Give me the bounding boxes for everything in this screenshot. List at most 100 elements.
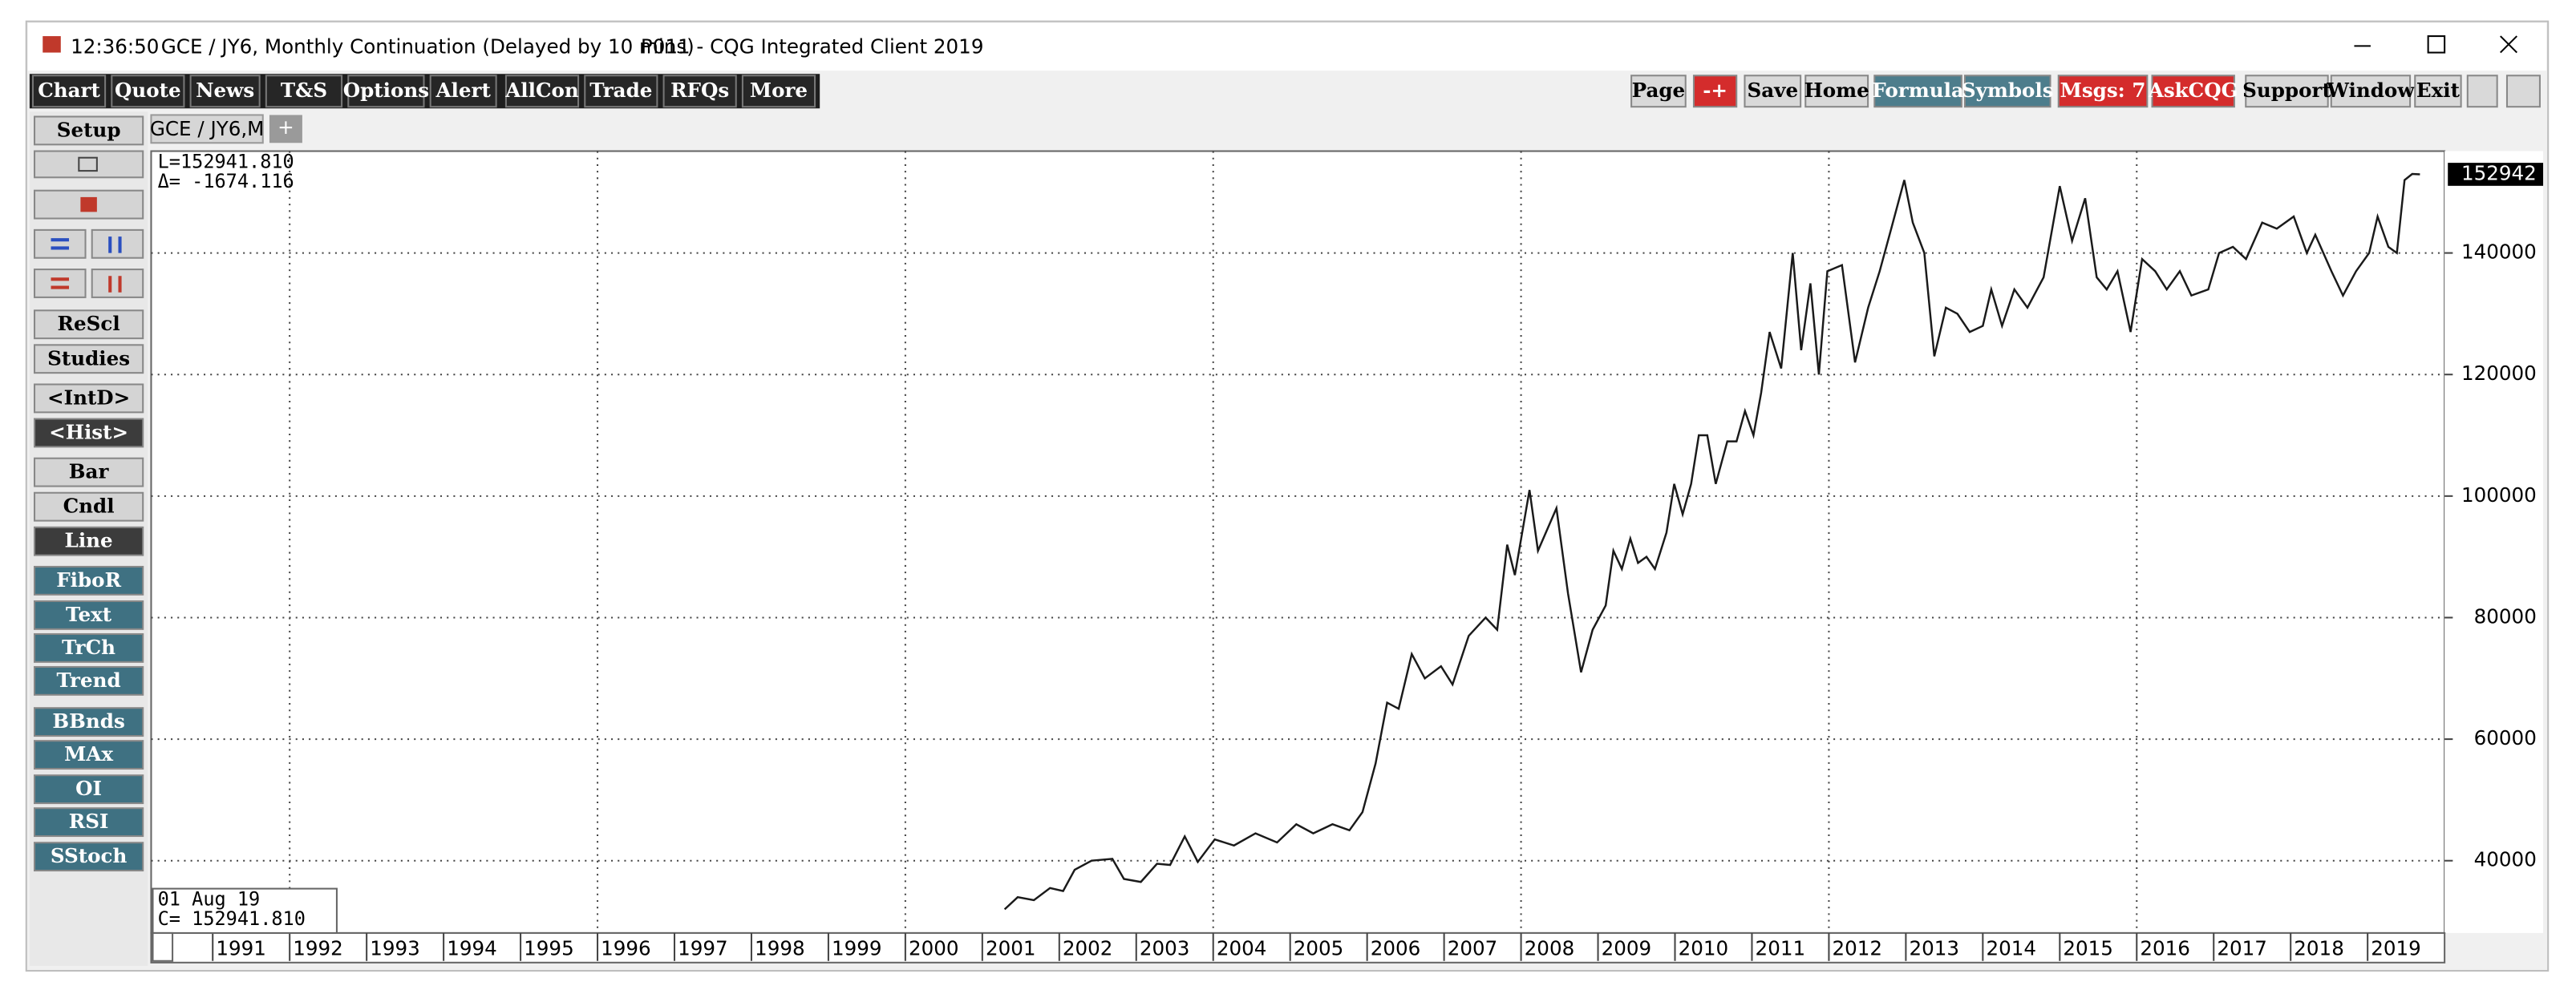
x-tick-label: 1998 bbox=[755, 936, 805, 960]
new-tab[interactable] bbox=[269, 115, 302, 143]
sidebar-button[interactable] bbox=[33, 344, 144, 374]
new-tab-label: + bbox=[277, 115, 294, 139]
toolbar-button-label: -+ bbox=[1703, 79, 1727, 102]
window-title: GCE / JY6, Monthly Continuation (Delayed… bbox=[161, 34, 695, 58]
toolbar-button[interactable] bbox=[662, 75, 737, 108]
toolbar-button[interactable] bbox=[504, 75, 580, 108]
readout-delta: Δ= -1674.116 bbox=[158, 170, 294, 192]
x-tick-label: 1994 bbox=[447, 936, 497, 960]
toolbar-button[interactable] bbox=[584, 75, 658, 108]
zoom-button[interactable] bbox=[91, 269, 144, 298]
sidebar-button[interactable] bbox=[33, 740, 144, 770]
sidebar-button-label: Text bbox=[66, 603, 112, 626]
print-button[interactable] bbox=[33, 150, 144, 179]
last-price-box bbox=[2448, 163, 2544, 186]
toolbar-button[interactable] bbox=[429, 75, 497, 108]
x-tick-label: 2013 bbox=[1909, 936, 1959, 960]
sidebar-button-label: TrCh bbox=[62, 636, 115, 659]
scroll-button[interactable] bbox=[33, 228, 87, 259]
sidebar-button[interactable] bbox=[33, 600, 144, 630]
toolbar-button-label: Page bbox=[1632, 79, 1686, 102]
sidebar-button[interactable] bbox=[33, 309, 144, 340]
chart-tab[interactable] bbox=[150, 114, 264, 144]
sidebar-button[interactable] bbox=[33, 807, 144, 838]
toolbar-button-label: More bbox=[750, 79, 808, 102]
y-tick-label: 120000 bbox=[2461, 362, 2537, 385]
help-button[interactable] bbox=[2505, 75, 2541, 108]
sidebar-button-label: RSI bbox=[69, 810, 109, 833]
scroll-button[interactable] bbox=[91, 228, 144, 259]
price-line bbox=[1003, 172, 2420, 911]
toolbar-button[interactable] bbox=[2414, 75, 2462, 108]
x-tick-label: 1992 bbox=[293, 936, 343, 960]
sidebar-button-label: BBnds bbox=[52, 709, 124, 733]
toolbar-button[interactable] bbox=[347, 75, 425, 108]
toolbar-button-label: Support bbox=[2242, 79, 2331, 102]
toolbar-button[interactable] bbox=[2057, 75, 2149, 108]
clock: 12:36:50 bbox=[71, 34, 159, 58]
toolbar-button[interactable] bbox=[265, 75, 343, 108]
zoom-button[interactable] bbox=[33, 269, 87, 298]
sidebar-button[interactable] bbox=[33, 842, 144, 872]
sidebar-button[interactable] bbox=[33, 457, 144, 487]
toolbar-button-label: RFQs bbox=[670, 79, 729, 102]
toolbar-button-label: Exit bbox=[2416, 79, 2461, 102]
toolbar-button[interactable] bbox=[2330, 75, 2412, 108]
toolbar-button-label: Quote bbox=[115, 79, 181, 102]
sidebar-button-label: Studies bbox=[47, 346, 130, 370]
link-icon bbox=[80, 196, 97, 212]
x-tick-label: 2006 bbox=[1371, 936, 1421, 960]
x-tick-label: 1996 bbox=[601, 936, 651, 960]
sidebar-button[interactable] bbox=[33, 115, 144, 146]
toolbar-button[interactable] bbox=[2245, 75, 2329, 108]
toolbar-button[interactable] bbox=[2151, 75, 2235, 108]
restore-button[interactable] bbox=[2466, 75, 2498, 108]
sidebar-button[interactable] bbox=[33, 707, 144, 737]
toolbar-button[interactable] bbox=[741, 75, 816, 108]
arrow-icons bbox=[51, 276, 122, 293]
x-tick-label: 2007 bbox=[1448, 936, 1498, 960]
toolbar-button-label: Window bbox=[2326, 79, 2415, 102]
toolbar-button-label: AskCQG bbox=[2148, 79, 2238, 102]
y-tick-label: 40000 bbox=[2474, 848, 2537, 871]
x-tick-label: 2003 bbox=[1140, 936, 1190, 960]
sidebar-button[interactable] bbox=[33, 383, 144, 414]
title-bar bbox=[27, 22, 2547, 71]
x-tick-label: 1995 bbox=[524, 936, 574, 960]
toolbar-button[interactable] bbox=[1963, 75, 2051, 108]
sidebar-button-label: Setup bbox=[57, 118, 121, 141]
toolbar-button-label: Symbols bbox=[1962, 79, 2054, 102]
toolbar-button[interactable] bbox=[1744, 75, 1802, 108]
toolbar-button[interactable] bbox=[1804, 75, 1869, 108]
toolbar-button[interactable] bbox=[1630, 75, 1687, 108]
y-tick-label: 60000 bbox=[2474, 726, 2537, 749]
toolbar-button[interactable] bbox=[189, 75, 261, 108]
toolbar-button-label: Alert bbox=[435, 79, 491, 102]
x-tick-label: 2018 bbox=[2294, 936, 2344, 960]
sidebar-button[interactable] bbox=[33, 526, 144, 556]
sidebar-button[interactable] bbox=[33, 565, 144, 596]
sidebar-button[interactable] bbox=[33, 418, 144, 448]
x-tick-label: 1999 bbox=[832, 936, 882, 960]
maximize[interactable] bbox=[2427, 35, 2446, 54]
sidebar-button[interactable] bbox=[33, 665, 144, 696]
x-tick-label: 2010 bbox=[1679, 936, 1729, 960]
x-tick-label: 2011 bbox=[1756, 936, 1806, 960]
sidebar-button[interactable] bbox=[33, 491, 144, 522]
last-price-label: 152942 bbox=[2461, 161, 2537, 184]
toolbar-button[interactable] bbox=[1692, 75, 1738, 108]
toolbar-button[interactable] bbox=[111, 75, 185, 108]
readout-close: C= 152941.810 bbox=[158, 907, 306, 930]
print-icon bbox=[78, 156, 98, 172]
sidebar-button[interactable] bbox=[33, 632, 144, 663]
toolbar-button[interactable] bbox=[31, 75, 107, 108]
scroll-handle[interactable] bbox=[152, 931, 174, 962]
close[interactable] bbox=[2500, 35, 2517, 54]
readout: L=152941.810 Δ= -1674.116 01 Aug 19 C= 1… bbox=[152, 150, 338, 962]
x-tick-label: 2012 bbox=[1833, 936, 1883, 960]
toolbar-button-label: Msgs: 7 bbox=[2060, 79, 2146, 102]
toolbar-button[interactable] bbox=[1873, 75, 1962, 108]
sidebar-button[interactable] bbox=[33, 774, 144, 805]
chart-tab-label: GCE / JY6,M bbox=[150, 117, 265, 140]
